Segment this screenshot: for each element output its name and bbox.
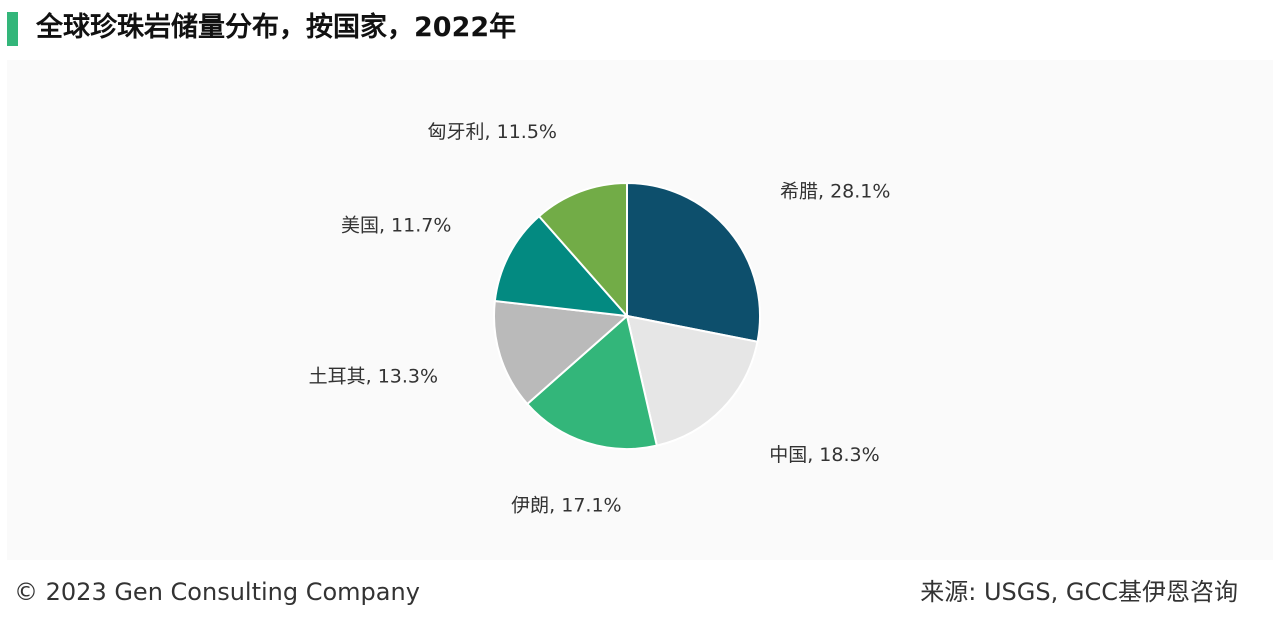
- pie-slice-2: [525, 314, 659, 450]
- chart-title: 全球珍珠岩储量分布，按国家，2022年: [36, 12, 517, 43]
- source-text: 来源: USGS, GCC基伊恩咨询: [920, 578, 1238, 606]
- slice-label-5: 匈牙利, 11.5%: [428, 121, 557, 143]
- slice-label-1: 中国, 18.3%: [769, 444, 879, 466]
- slice-label-0: 希腊, 28.1%: [780, 180, 890, 202]
- plot-area: 希腊, 28.1% 中国, 18.3% 伊朗, 17.1% 土耳其, 13.3% 美国,…: [7, 60, 1273, 560]
- pie-slice-1: [625, 314, 759, 447]
- pie-chart: 希腊, 28.1% 中国, 18.3% 伊朗, 17.1% 土耳其, 13.3% 美国,…: [309, 121, 891, 517]
- pie-slice-0: [626, 181, 761, 343]
- pie-slice-4: [493, 214, 630, 318]
- slice-label-4: 美国, 11.7%: [341, 215, 451, 237]
- slice-label-3: 土耳其, 13.3%: [309, 365, 438, 387]
- copyright-text: © 2023 Gen Consulting Company: [14, 578, 420, 606]
- title-accent-bar: [7, 12, 18, 46]
- pie-slice-3: [493, 299, 630, 406]
- pie-slice-5: [537, 181, 628, 319]
- slice-label-2: 伊朗, 17.1%: [511, 495, 621, 517]
